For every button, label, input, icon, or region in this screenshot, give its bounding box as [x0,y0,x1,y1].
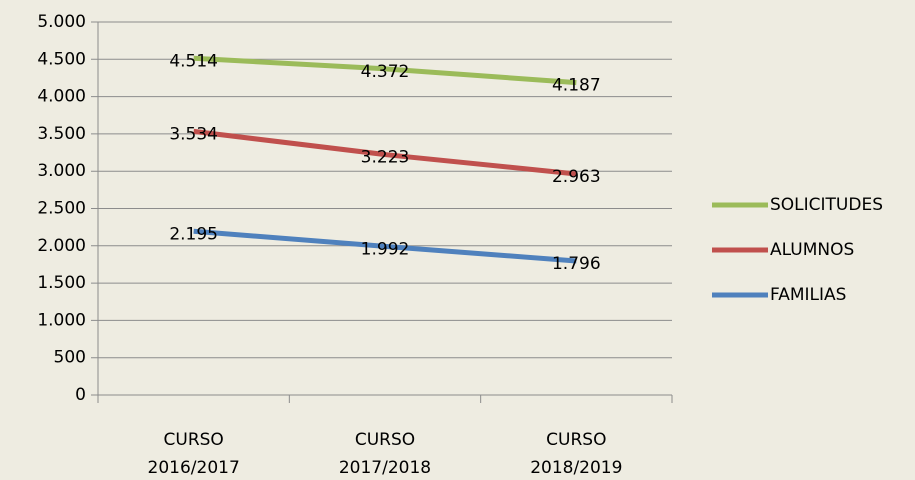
legend-label: FAMILIAS [770,285,846,305]
data-label: 2.963 [552,167,601,187]
x-tick-label: CURSO 2017/2018 [339,430,431,478]
y-tick-label: 2.000 [37,236,86,256]
y-tick-label: 1.500 [37,273,86,293]
legend-label: ALUMNOS [770,240,854,260]
y-tick-label: 500 [54,348,86,368]
y-tick-label: 0 [75,385,86,405]
y-tick-label: 2.500 [37,199,86,219]
y-tick-label: 4.000 [37,87,86,107]
data-label: 4.187 [552,76,601,96]
y-tick-label: 3.000 [37,161,86,181]
y-tick-label: 4.500 [37,49,86,69]
series-line [193,228,577,264]
data-label: 1.992 [361,239,410,259]
data-label: 4.514 [169,51,218,71]
legend-label: SOLICITUDES [770,195,883,215]
y-tick-label: 3.500 [37,124,86,144]
data-label: 3.534 [169,124,218,144]
y-tick-label: 5.000 [37,12,86,32]
series-line [193,128,577,177]
data-label: 3.223 [361,148,410,168]
data-label: 1.796 [552,254,601,274]
x-tick-label: CURSO 2018/2019 [530,430,622,478]
x-tick-label: CURSO 2016/2017 [148,430,240,478]
data-label: 2.195 [169,224,218,244]
data-label: 4.372 [361,62,410,82]
series-line [193,55,577,86]
y-tick-label: 1.000 [37,310,86,330]
